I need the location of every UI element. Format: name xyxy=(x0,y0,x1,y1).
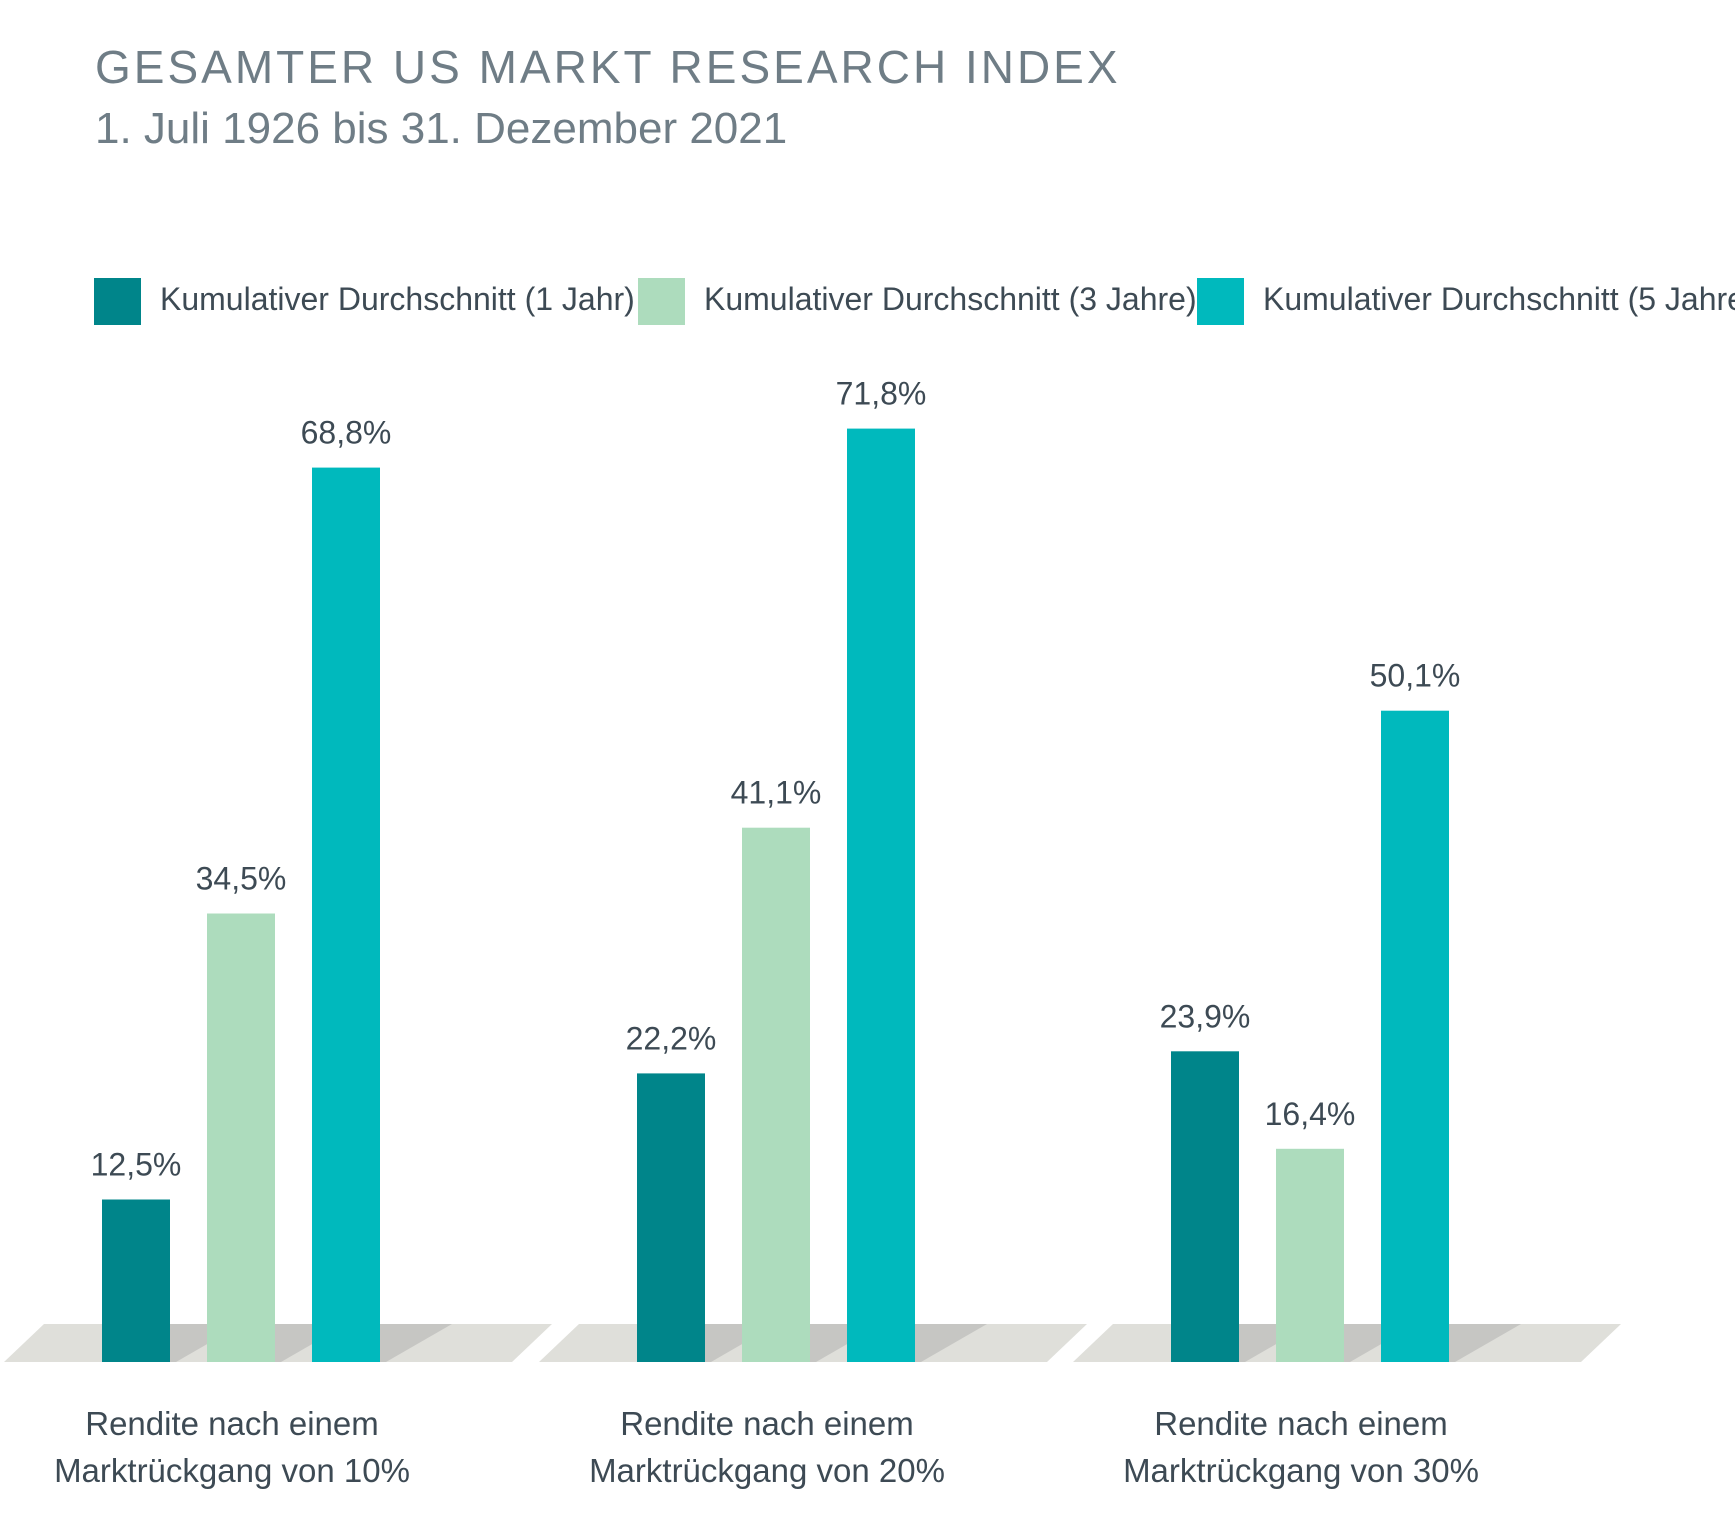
bar-5-jahre-1 xyxy=(312,467,380,1363)
value-label-5-jahre-1: 68,8% xyxy=(301,415,392,451)
value-label-3-jahre-3: 16,4% xyxy=(1265,1096,1356,1132)
bar-5-jahre-3 xyxy=(1381,710,1449,1362)
value-label-5-jahre-3: 50,1% xyxy=(1370,658,1461,694)
chart-subtitle: 1. Juli 1926 bis 31. Dezember 2021 xyxy=(95,104,788,153)
value-label-1-jahr-1: 12,5% xyxy=(91,1147,182,1183)
bar-3-jahre-2 xyxy=(742,827,810,1362)
value-label-5-jahre-2: 71,8% xyxy=(836,376,927,412)
bar-3-jahre-3 xyxy=(1276,1148,1344,1362)
legend-label-1-jahr: Kumulativer Durchschnitt (1 Jahr) xyxy=(160,281,635,317)
bar-shadow-5-jahre-1 xyxy=(358,1324,452,1362)
bar-shadow-5-jahre-2 xyxy=(893,1324,987,1362)
bar-1-jahr-2 xyxy=(637,1073,705,1362)
value-label-1-jahr-3: 23,9% xyxy=(1160,998,1251,1034)
legend-swatch-5-jahre xyxy=(1197,278,1244,325)
legend: Kumulativer Durchschnitt (1 Jahr) Kumula… xyxy=(94,275,1735,325)
legend-swatch-3-jahre xyxy=(638,278,685,325)
chart-title: GESAMTER US MARKT RESEARCH INDEX xyxy=(95,41,1121,93)
legend-swatch-1-jahr xyxy=(94,278,141,325)
category-label-1-line-1: Rendite nach einem xyxy=(85,1405,379,1442)
bar-5-jahre-2 xyxy=(847,428,915,1363)
legend-label-5-jahre: Kumulativer Durchschnitt (5 Jahre) xyxy=(1263,281,1735,317)
value-label-1-jahr-2: 22,2% xyxy=(626,1020,717,1056)
category-label-3-line-1: Rendite nach einem xyxy=(1154,1405,1448,1442)
bar-1-jahr-1 xyxy=(102,1199,170,1362)
category-label-3-line-2: Marktrückgang von 30% xyxy=(1123,1452,1479,1489)
legend-label-3-jahre: Kumulativer Durchschnitt (3 Jahre) xyxy=(704,281,1197,317)
bar-shadow-5-jahre-3 xyxy=(1427,1324,1521,1362)
category-label-2-line-2: Marktrückgang von 20% xyxy=(589,1452,945,1489)
value-label-3-jahre-2: 41,1% xyxy=(731,775,822,811)
bar-3-jahre-1 xyxy=(207,913,275,1362)
category-label-1-line-2: Marktrückgang von 10% xyxy=(54,1452,410,1489)
value-label-3-jahre-1: 34,5% xyxy=(196,861,287,897)
category-label-2-line-1: Rendite nach einem xyxy=(620,1405,914,1442)
bar-1-jahr-3 xyxy=(1171,1051,1239,1362)
